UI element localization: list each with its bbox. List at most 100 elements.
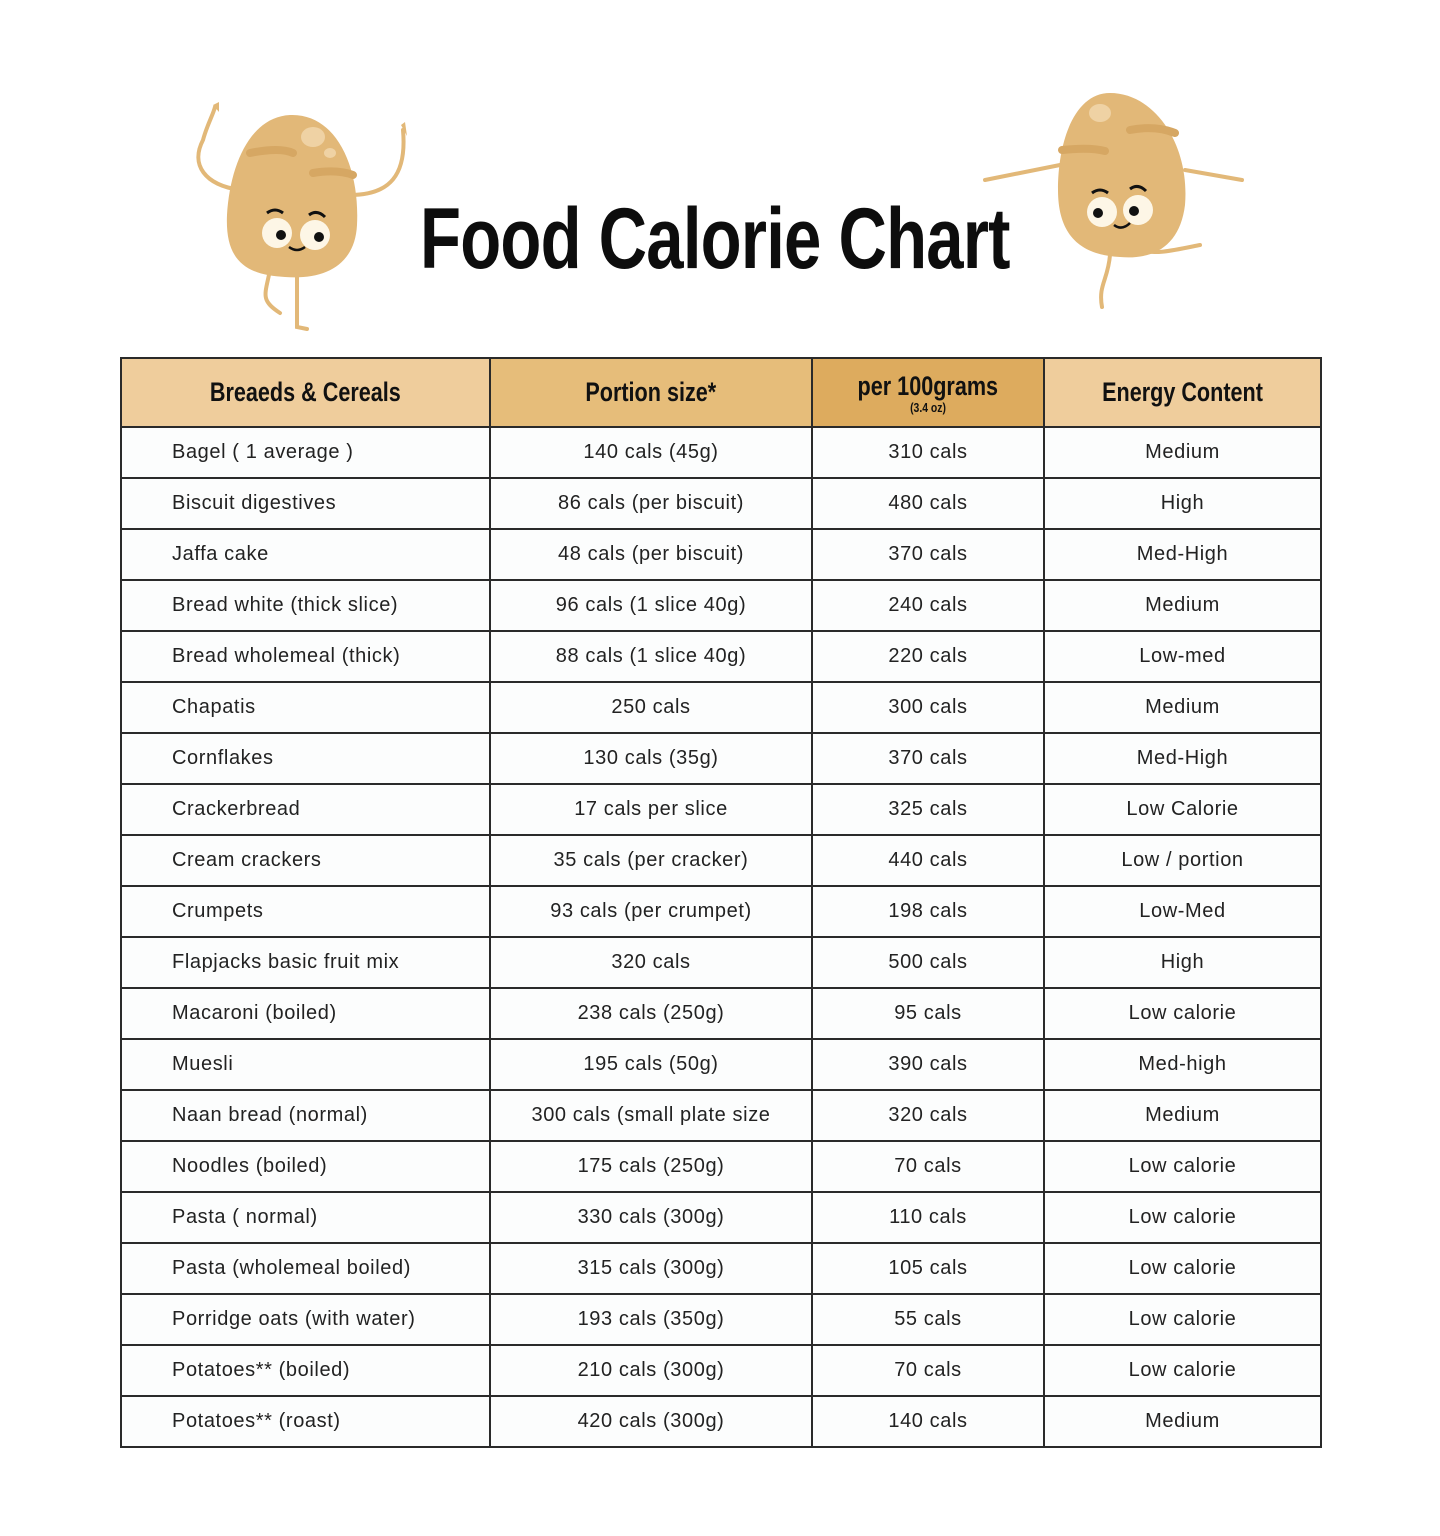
food-name-cell: Cream crackers: [120, 834, 491, 887]
table-row: Crumpets 93 cals (per crumpet) 198 cals Low…: [120, 885, 1322, 938]
table-row: Macaroni (boiled) 238 cals (250g) 95 cals L…: [120, 987, 1322, 1040]
food-name-cell: Cornflakes: [120, 732, 491, 785]
food-name-cell: Macaroni (boiled): [120, 987, 491, 1040]
energy-content-cell: Low Calorie: [1043, 783, 1322, 836]
per-100g-cell: 95 cals: [811, 987, 1045, 1040]
energy-content-cell: Medium: [1043, 426, 1322, 479]
table-row: Naan bread (normal) 300 cals (small plate…: [120, 1089, 1322, 1142]
table-row: Porridge oats (with water) 193 cals (350g…: [120, 1293, 1322, 1346]
food-name-cell: Naan bread (normal): [120, 1089, 491, 1142]
energy-content-cell: Medium: [1043, 1089, 1322, 1142]
table-row: Pasta (wholemeal boiled) 315 cals (300g) 1…: [120, 1242, 1322, 1295]
portion-size-cell: 88 cals (1 slice 40g): [489, 630, 813, 683]
table-row: Bagel ( 1 average ) 140 cals (45g) 310 cal…: [120, 426, 1322, 479]
energy-content-cell: Med-High: [1043, 528, 1322, 581]
table-row: Bread wholemeal (thick) 88 cals (1 slice …: [120, 630, 1322, 683]
portion-size-cell: 93 cals (per crumpet): [489, 885, 813, 938]
per-100g-cell: 110 cals: [811, 1191, 1045, 1244]
energy-content-cell: Low calorie: [1043, 1344, 1322, 1397]
food-name-cell: Crackerbread: [120, 783, 491, 836]
table-row: Crackerbread 17 cals per slice 325 cals Low…: [120, 783, 1322, 836]
per-100g-cell: 325 cals: [811, 783, 1045, 836]
portion-size-cell: 315 cals (300g): [489, 1242, 813, 1295]
per-100g-cell: 320 cals: [811, 1089, 1045, 1142]
energy-content-cell: Low-med: [1043, 630, 1322, 683]
portion-size-cell: 17 cals per slice: [489, 783, 813, 836]
energy-content-cell: Low calorie: [1043, 1140, 1322, 1193]
potato-mascot-left-icon: [196, 102, 407, 331]
table-row: Pasta ( normal) 330 cals (300g) 110 cals Lo…: [120, 1191, 1322, 1244]
table-row: Jaffa cake 48 cals (per biscuit) 370 cals M…: [120, 528, 1322, 581]
header-per-100g: per 100grams (3.4 oz): [811, 357, 1045, 428]
table-row: Bread white (thick slice) 96 cals (1 slic…: [120, 579, 1322, 632]
portion-size-cell: 238 cals (250g): [489, 987, 813, 1040]
table-row: Muesli 195 cals (50g) 390 cals Med-high: [120, 1038, 1322, 1091]
per-100g-cell: 370 cals: [811, 732, 1045, 785]
energy-content-cell: Low / portion: [1043, 834, 1322, 887]
per-100g-cell: 240 cals: [811, 579, 1045, 632]
food-name-cell: Bread wholemeal (thick): [120, 630, 491, 683]
table-row: Chapatis 250 cals 300 cals Medium: [120, 681, 1322, 734]
energy-content-cell: High: [1043, 477, 1322, 530]
energy-content-cell: Low-Med: [1043, 885, 1322, 938]
portion-size-cell: 420 cals (300g): [489, 1395, 813, 1448]
per-100g-cell: 70 cals: [811, 1140, 1045, 1193]
portion-size-cell: 86 cals (per biscuit): [489, 477, 813, 530]
per-100g-cell: 140 cals: [811, 1395, 1045, 1448]
per-100g-cell: 198 cals: [811, 885, 1045, 938]
potato-mascot-right-icon: [983, 93, 1244, 309]
energy-content-cell: Med-high: [1043, 1038, 1322, 1091]
per-100g-cell: 370 cals: [811, 528, 1045, 581]
portion-size-cell: 210 cals (300g): [489, 1344, 813, 1397]
portion-size-cell: 300 cals (small plate size: [489, 1089, 813, 1142]
energy-content-cell: Low calorie: [1043, 987, 1322, 1040]
page-title: Food Calorie Chart: [420, 191, 1010, 287]
energy-content-cell: Medium: [1043, 1395, 1322, 1448]
table-row: Cream crackers 35 cals (per cracker) 440 c…: [120, 834, 1322, 887]
food-name-cell: Noodles (boiled): [120, 1140, 491, 1193]
per-100g-cell: 70 cals: [811, 1344, 1045, 1397]
header-energy-content: Energy Content: [1043, 357, 1322, 428]
food-name-cell: Pasta (wholemeal boiled): [120, 1242, 491, 1295]
table-header-row: Breaeds & Cereals Portion size* per 100g…: [120, 357, 1322, 428]
energy-content-cell: Low calorie: [1043, 1191, 1322, 1244]
portion-size-cell: 48 cals (per biscuit): [489, 528, 813, 581]
food-name-cell: Jaffa cake: [120, 528, 491, 581]
portion-size-cell: 320 cals: [489, 936, 813, 989]
portion-size-cell: 130 cals (35g): [489, 732, 813, 785]
header-portion-size: Portion size*: [489, 357, 813, 428]
per-100g-cell: 310 cals: [811, 426, 1045, 479]
food-name-cell: Muesli: [120, 1038, 491, 1091]
per-100g-cell: 500 cals: [811, 936, 1045, 989]
portion-size-cell: 195 cals (50g): [489, 1038, 813, 1091]
food-name-cell: Chapatis: [120, 681, 491, 734]
energy-content-cell: High: [1043, 936, 1322, 989]
portion-size-cell: 250 cals: [489, 681, 813, 734]
food-name-cell: Crumpets: [120, 885, 491, 938]
food-name-cell: Bagel ( 1 average ): [120, 426, 491, 479]
table-row: Biscuit digestives 86 cals (per biscuit) 4…: [120, 477, 1322, 530]
food-name-cell: Porridge oats (with water): [120, 1293, 491, 1346]
energy-content-cell: Low calorie: [1043, 1242, 1322, 1295]
energy-content-cell: Med-High: [1043, 732, 1322, 785]
food-name-cell: Potatoes** (boiled): [120, 1344, 491, 1397]
per-100g-cell: 440 cals: [811, 834, 1045, 887]
food-name-cell: Bread white (thick slice): [120, 579, 491, 632]
table-row: Potatoes** (boiled) 210 cals (300g) 70 cal…: [120, 1344, 1322, 1397]
energy-content-cell: Low calorie: [1043, 1293, 1322, 1346]
per-100g-cell: 220 cals: [811, 630, 1045, 683]
table-row: Cornflakes 130 cals (35g) 370 cals Med-High: [120, 732, 1322, 785]
food-name-cell: Pasta ( normal): [120, 1191, 491, 1244]
portion-size-cell: 193 cals (350g): [489, 1293, 813, 1346]
per-100g-cell: 480 cals: [811, 477, 1045, 530]
table-row: Flapjacks basic fruit mix 320 cals 500 cal…: [120, 936, 1322, 989]
portion-size-cell: 140 cals (45g): [489, 426, 813, 479]
food-name-cell: Biscuit digestives: [120, 477, 491, 530]
energy-content-cell: Medium: [1043, 681, 1322, 734]
energy-content-cell: Medium: [1043, 579, 1322, 632]
header-food: Breaeds & Cereals: [120, 357, 491, 428]
portion-size-cell: 96 cals (1 slice 40g): [489, 579, 813, 632]
per-100g-cell: 55 cals: [811, 1293, 1045, 1346]
table-row: Potatoes** (roast) 420 cals (300g) 140 cal…: [120, 1395, 1322, 1448]
per-100g-cell: 390 cals: [811, 1038, 1045, 1091]
